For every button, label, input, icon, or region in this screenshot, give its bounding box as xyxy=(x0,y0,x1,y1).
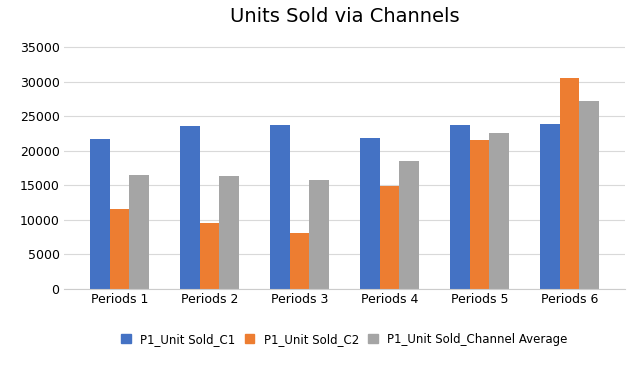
Bar xyxy=(469,140,489,289)
Bar xyxy=(290,233,310,289)
Bar xyxy=(560,78,580,289)
Bar xyxy=(540,124,560,289)
Bar xyxy=(90,139,109,289)
Bar xyxy=(200,223,220,289)
Bar xyxy=(379,186,399,289)
Bar xyxy=(489,133,509,289)
Bar xyxy=(450,125,469,289)
Bar xyxy=(180,127,200,289)
Bar xyxy=(580,101,599,289)
Legend: P1_Unit Sold_C1, P1_Unit Sold_C2, P1_Unit Sold_Channel Average: P1_Unit Sold_C1, P1_Unit Sold_C2, P1_Uni… xyxy=(121,333,568,346)
Bar xyxy=(129,175,149,289)
Bar xyxy=(310,179,329,289)
Bar xyxy=(220,176,240,289)
Bar xyxy=(109,209,129,289)
Bar xyxy=(399,161,419,289)
Bar xyxy=(270,125,290,289)
Bar xyxy=(360,138,379,289)
Title: Units Sold via Channels: Units Sold via Channels xyxy=(230,7,459,26)
